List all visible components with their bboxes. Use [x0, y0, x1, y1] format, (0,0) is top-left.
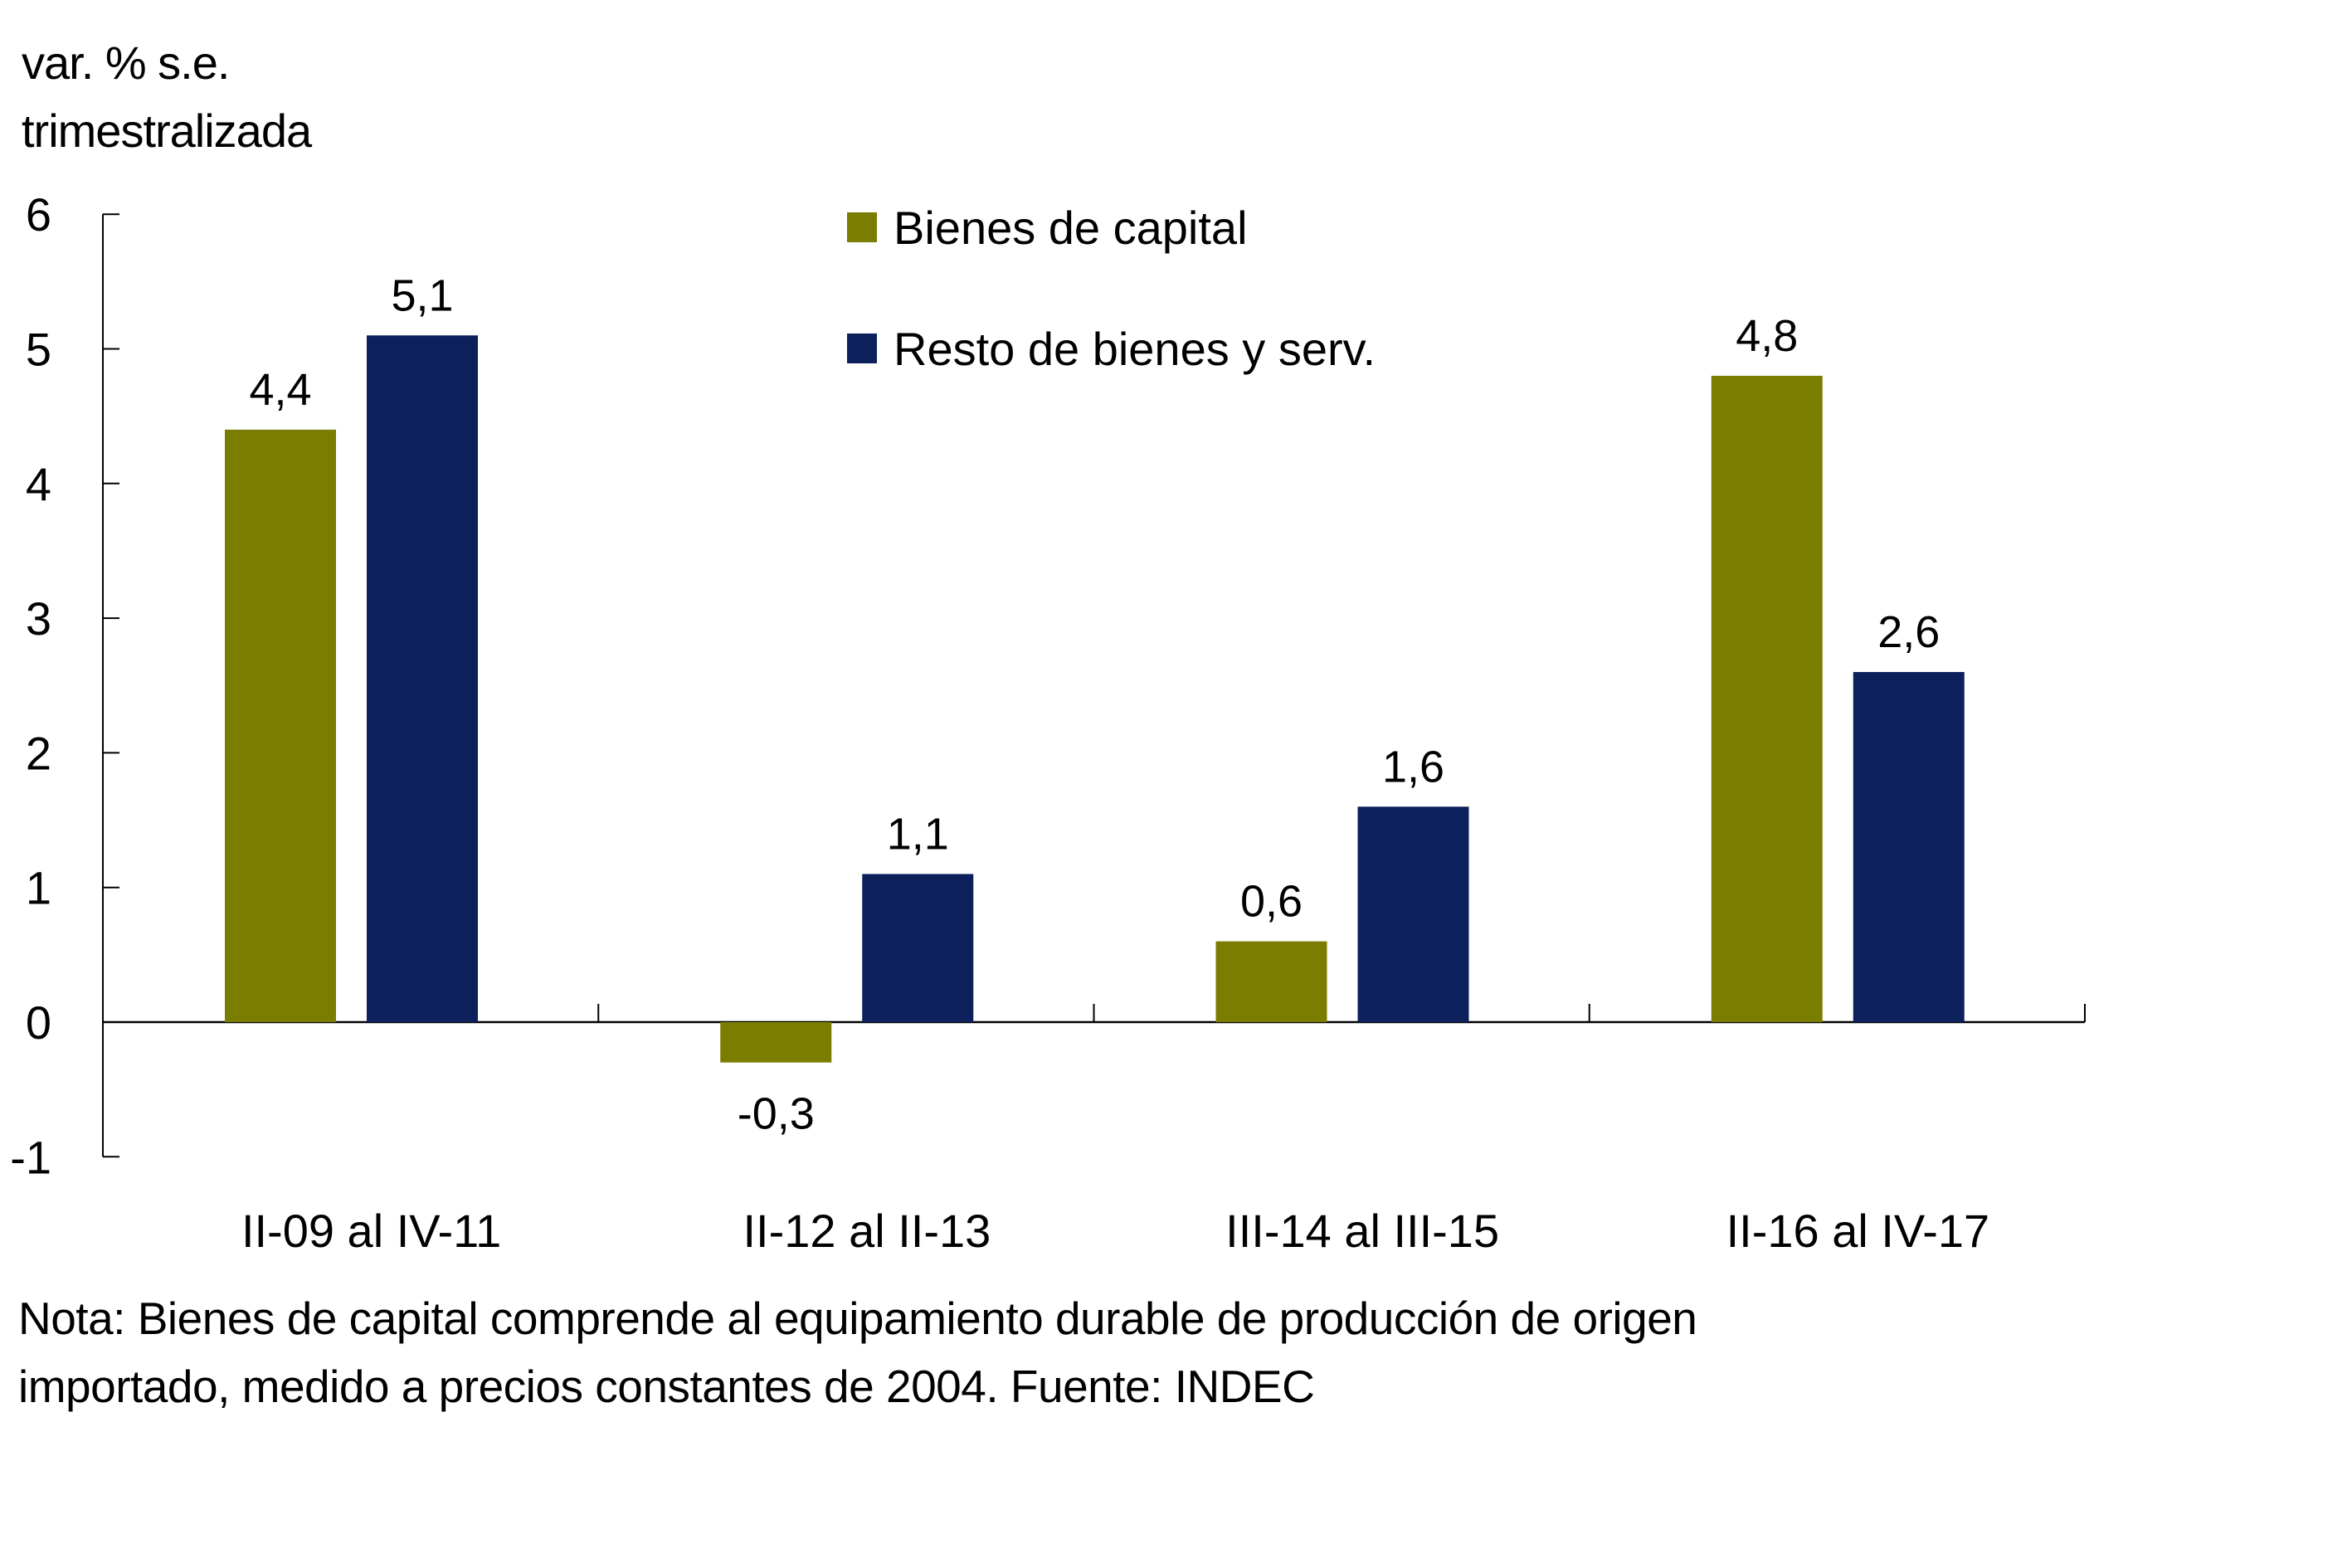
y-tick-label: 1 [26, 862, 51, 914]
y-tick-label: 0 [26, 996, 51, 1049]
y-tick-label: -1 [10, 1131, 51, 1183]
footnote-line-2: importado, medido a precios constantes d… [18, 1361, 1315, 1412]
bar-resto-de-bienes [1357, 806, 1469, 1022]
data-label: 2,6 [1877, 607, 1940, 657]
y-tick-label: 2 [26, 727, 51, 779]
y-tick-label: 4 [26, 458, 51, 510]
y-tick-label: 6 [26, 188, 51, 241]
y-tick-label: 5 [26, 324, 51, 376]
legend-label: Resto de bienes y serv. [894, 323, 1376, 375]
x-category-label: II-09 al IV-11 [241, 1205, 501, 1257]
y-tick-label: 3 [26, 592, 51, 645]
legend-swatch [847, 334, 877, 363]
data-label: 1,1 [887, 809, 949, 859]
x-category-label: III-14 al III-15 [1225, 1205, 1499, 1257]
data-label: 1,6 [1382, 742, 1444, 791]
legend: Bienes de capital Resto de bienes y serv. [847, 202, 1376, 375]
bar-bienes-de-capital [1711, 375, 1823, 1023]
data-label: 5,1 [391, 270, 453, 320]
y-axis-label-line-1: var. % s.e. [22, 37, 230, 89]
bar-bienes-de-capital [720, 1022, 832, 1063]
axes: 6 5 4 3 2 1 0 -1 II-09 al IV-11 II-12 al II-13 III… [10, 188, 2086, 1257]
data-label: 4,4 [249, 365, 311, 415]
y-axis-label-line-2: trimestralizada [22, 105, 312, 157]
data-label: 4,8 [1736, 311, 1798, 361]
footnote-line-1: Nota: Bienes de capital comprende al equ… [18, 1293, 1697, 1344]
x-category-label: II-16 al IV-17 [1726, 1205, 1990, 1257]
bar-resto-de-bienes [1853, 672, 1965, 1022]
bar-resto-de-bienes [862, 874, 974, 1022]
data-labels: 4,4 -0,3 0,6 4,8 5,1 1,1 1,6 2,6 [249, 270, 1940, 1138]
legend-swatch [847, 212, 877, 242]
bar-bienes-de-capital [1215, 941, 1327, 1022]
bars [225, 335, 1965, 1063]
legend-label: Bienes de capital [894, 202, 1248, 254]
bar-resto-de-bienes [367, 335, 478, 1022]
x-category-label: II-12 al II-13 [743, 1205, 991, 1257]
data-label: 0,6 [1240, 877, 1303, 927]
data-label: -0,3 [738, 1089, 815, 1139]
bar-bienes-de-capital [225, 429, 336, 1022]
